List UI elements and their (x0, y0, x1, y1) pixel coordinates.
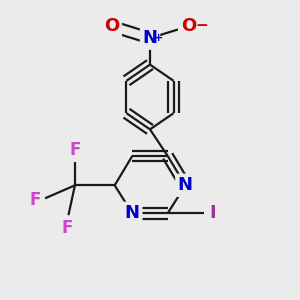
Text: +: + (154, 32, 164, 43)
Text: O: O (104, 17, 119, 35)
Text: N: N (125, 204, 140, 222)
Text: F: F (62, 219, 73, 237)
Text: I: I (209, 204, 215, 222)
Text: N: N (178, 176, 193, 194)
Text: N: N (142, 29, 158, 47)
Text: F: F (69, 141, 81, 159)
Text: −: − (195, 18, 208, 33)
Text: O: O (181, 17, 196, 35)
Text: F: F (30, 191, 41, 209)
